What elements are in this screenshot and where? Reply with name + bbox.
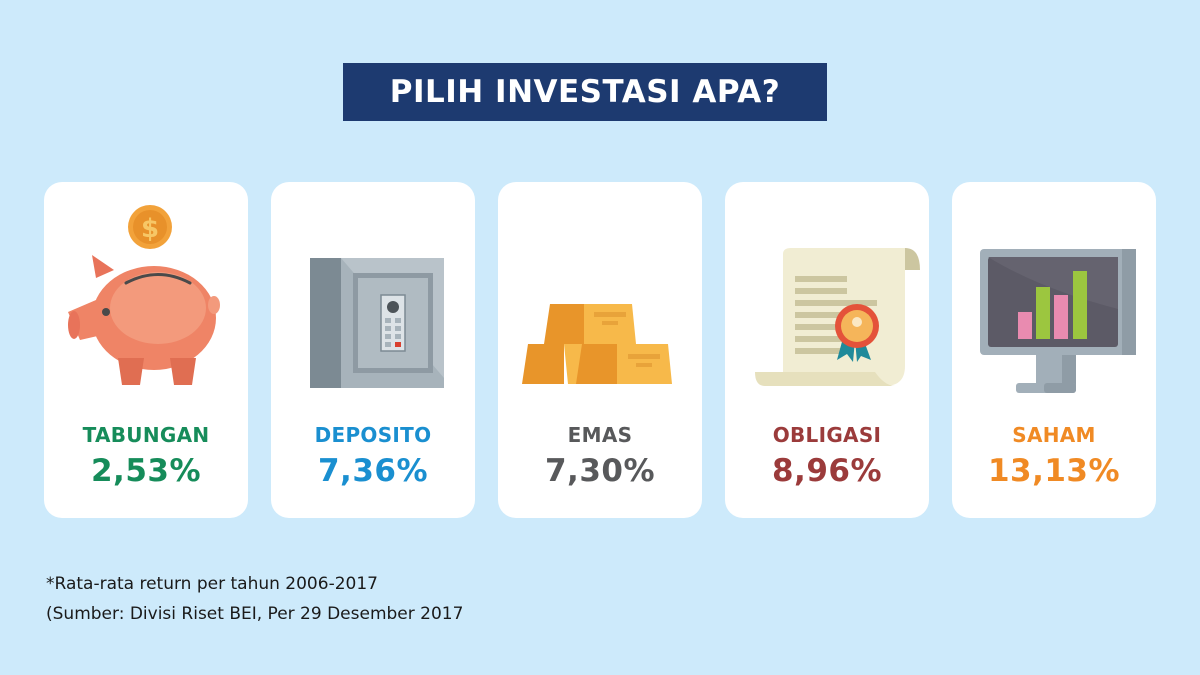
card-tabungan: $ TABUNGAN 2,53% xyxy=(44,182,248,518)
asset-label: TABUNGAN xyxy=(82,423,210,447)
card-obligasi: OBLIGASI 8,96% xyxy=(725,182,929,518)
card-deposito: DEPOSITO 7,36% xyxy=(271,182,475,518)
gold-bars-icon xyxy=(522,304,672,384)
return-value: 13,13% xyxy=(987,453,1121,489)
asset-label: DEPOSITO xyxy=(314,423,432,447)
svg-text:$: $ xyxy=(141,214,159,244)
return-value: 7,30% xyxy=(544,453,656,489)
safe-icon xyxy=(310,258,444,388)
asset-label: OBLIGASI xyxy=(772,423,882,447)
card-saham: SAHAM 13,13% xyxy=(952,182,1156,518)
return-value: 7,36% xyxy=(317,453,429,489)
title-banner: PILIH INVESTASI APA? xyxy=(343,63,827,121)
footnote-source: (Sumber: Divisi Riset BEI, Per 29 Desemb… xyxy=(46,604,464,624)
card-emas: EMAS 7,30% xyxy=(498,182,702,518)
return-value: 2,53% xyxy=(90,453,202,489)
footnote-period: *Rata-rata return per tahun 2006-2017 xyxy=(46,574,378,594)
stock-monitor-icon xyxy=(980,249,1136,393)
piggy-bank-icon: $ xyxy=(68,205,220,385)
page-title: PILIH INVESTASI APA? xyxy=(389,74,781,110)
asset-label: EMAS xyxy=(567,423,633,447)
asset-label: SAHAM xyxy=(1012,423,1096,447)
return-value: 8,96% xyxy=(771,453,883,489)
bond-certificate-icon xyxy=(755,248,920,386)
